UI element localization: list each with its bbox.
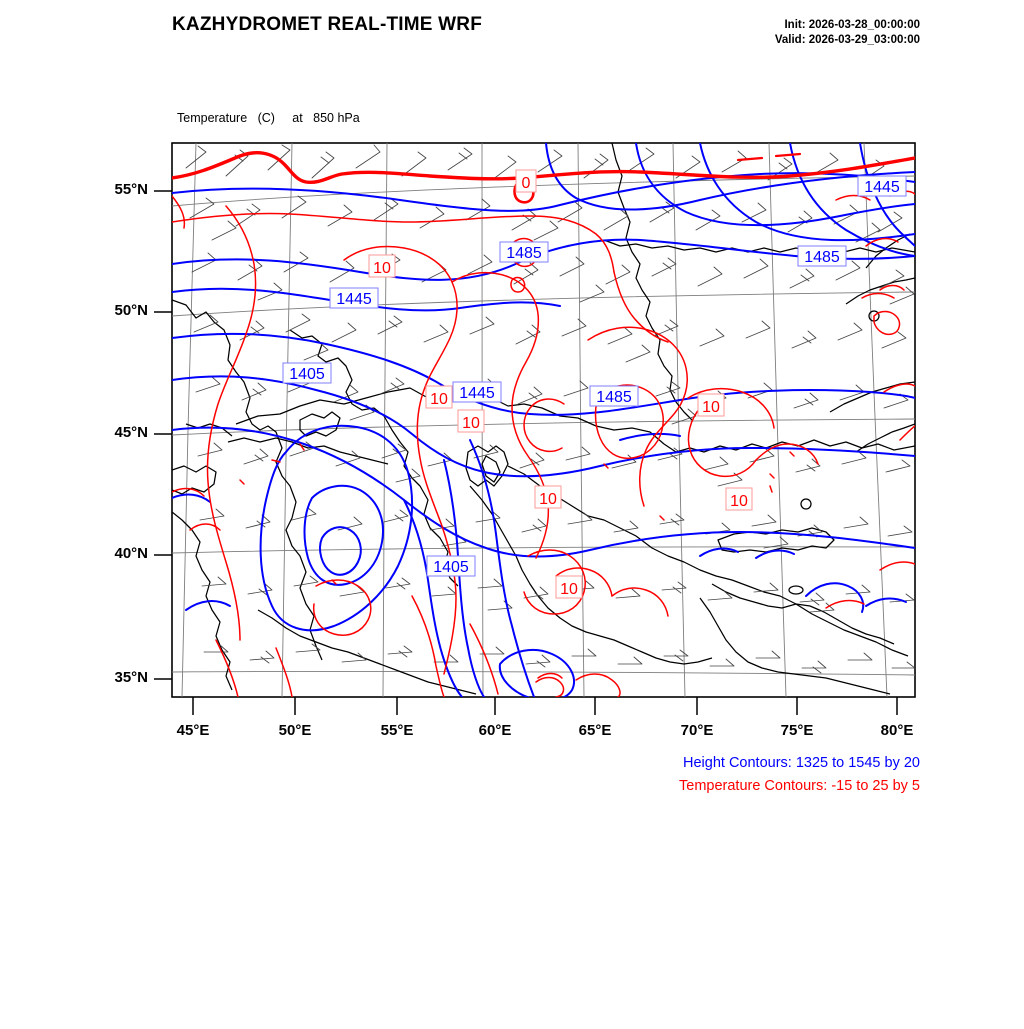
temperature-contours: [172, 151, 915, 697]
height-label: 1445: [857, 175, 907, 197]
height-contours: [172, 143, 915, 697]
xtick-label-60e: 60°E: [478, 722, 512, 739]
svg-text:10: 10: [373, 260, 391, 277]
svg-text:0: 0: [522, 175, 531, 192]
svg-text:1445: 1445: [864, 179, 900, 196]
svg-text:1405: 1405: [433, 559, 469, 576]
svg-text:10: 10: [430, 391, 448, 408]
height-label: 1485: [797, 245, 847, 267]
legend-temperature-contours: Temperature Contours: -15 to 25 by 5: [679, 778, 920, 794]
ytick-label-55n: 55°N: [114, 181, 148, 198]
contour-labels: 1445 1485 1485 1445 1405 1445: [282, 169, 907, 599]
height-label: 1445: [452, 381, 502, 403]
svg-text:1445: 1445: [336, 291, 372, 308]
svg-text:10: 10: [539, 491, 557, 508]
chart-legend: Height Contours: 1325 to 1545 by 20 Temp…: [545, 752, 920, 798]
svg-text:10: 10: [462, 415, 480, 432]
xtick-label-80e: 80°E: [880, 722, 914, 739]
param-temperature: Temperature (C) at 850 hPa: [177, 111, 360, 125]
svg-text:10: 10: [730, 493, 748, 510]
temperature-label: 10: [555, 575, 583, 599]
page-title: KAZHYDROMET REAL-TIME WRF: [172, 14, 483, 35]
valid-time: Valid: 2026-03-29_03:00:00: [774, 34, 920, 46]
height-label: 1485: [499, 241, 549, 263]
ytick-label-45n: 45°N: [114, 424, 148, 441]
temperature-label: 10: [368, 254, 396, 278]
ytick-label-35n: 35°N: [114, 669, 148, 686]
temperature-label: 10: [725, 487, 753, 511]
xtick-label-65e: 65°E: [578, 722, 612, 739]
map-contents: 1445 1485 1485 1445 1405 1445: [172, 143, 915, 697]
svg-text:10: 10: [560, 581, 578, 598]
height-label: 1405: [282, 362, 332, 384]
temperature-label: 10: [425, 385, 453, 409]
xtick-label-45e: 45°E: [176, 722, 210, 739]
axis-ticks: [154, 190, 898, 715]
init-time: Init: 2026-03-28_00:00:00: [784, 19, 920, 31]
temperature-label: 10: [457, 409, 485, 433]
xtick-label-75e: 75°E: [780, 722, 814, 739]
ytick-label-50n: 50°N: [114, 302, 148, 319]
svg-text:1485: 1485: [596, 389, 632, 406]
ytick-label-40n: 40°N: [114, 545, 148, 562]
coastlines-borders: [172, 143, 915, 695]
svg-text:10: 10: [702, 399, 720, 416]
xtick-label-70e: 70°E: [680, 722, 714, 739]
svg-text:1485: 1485: [804, 249, 840, 266]
temperature-label: 10: [697, 393, 725, 417]
svg-text:1445: 1445: [459, 385, 495, 402]
temperature-label: 10: [534, 485, 562, 509]
xtick-label-55e: 55°E: [380, 722, 414, 739]
height-label: 1445: [329, 287, 379, 309]
temperature-label: 0: [515, 169, 537, 193]
xtick-label-50e: 50°E: [278, 722, 312, 739]
height-label: 1485: [589, 385, 639, 407]
height-label: 1405: [426, 555, 476, 577]
svg-text:1485: 1485: [506, 245, 542, 262]
svg-text:1405: 1405: [289, 366, 325, 383]
run-info: Init: 2026-03-28_00:00:00 Valid: 2026-03…: [620, 18, 920, 48]
legend-height-contours: Height Contours: 1325 to 1545 by 20: [683, 755, 920, 771]
